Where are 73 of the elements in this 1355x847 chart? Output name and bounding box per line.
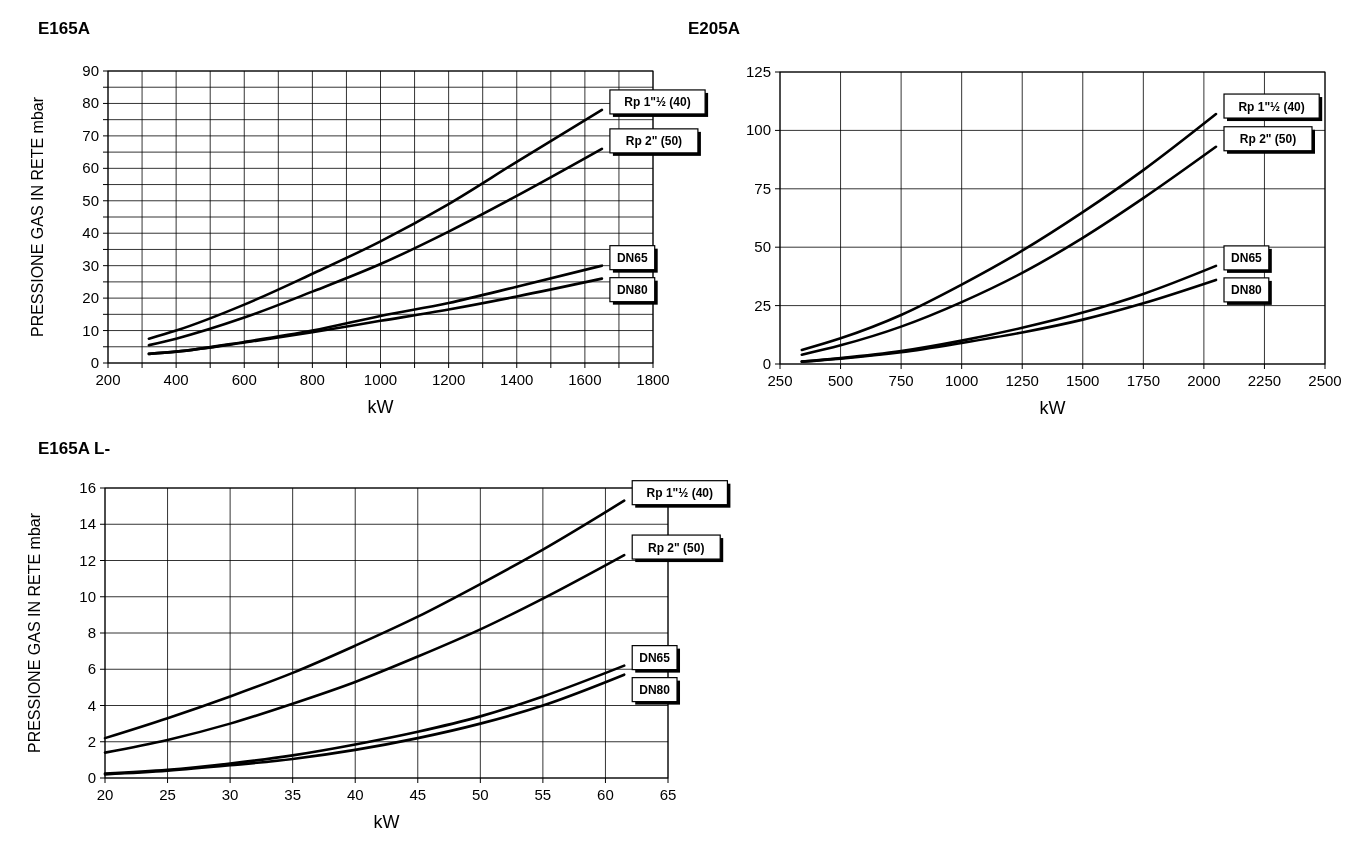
x-tick-label: 25 — [159, 786, 176, 803]
x-axis-title: kW — [367, 397, 394, 417]
y-axis-title: PRESSIONE GAS IN RETE mbar — [26, 512, 43, 754]
x-tick-label: 1750 — [1126, 372, 1161, 389]
x-tick-label: 200 — [95, 371, 121, 388]
series-label: Rp 1"½ (40) — [1238, 99, 1305, 114]
y-tick-label: 0 — [90, 354, 99, 371]
x-tick-label: 400 — [163, 371, 189, 388]
y-tick-label: 50 — [754, 238, 771, 256]
series-label: Rp 1"½ (40) — [624, 95, 691, 110]
y-tick-label: 6 — [87, 660, 96, 678]
series-label: DN65 — [616, 251, 648, 266]
y-tick-label: 10 — [79, 587, 96, 605]
x-tick-label: 1000 — [363, 371, 398, 388]
y-tick-label: 12 — [79, 551, 96, 569]
x-tick-label: 65 — [659, 786, 677, 803]
x-tick-label: 35 — [284, 786, 302, 803]
legend-label: DN80 — [1231, 283, 1263, 298]
x-tick-label: 45 — [409, 786, 427, 803]
x-tick-label: 1600 — [568, 371, 602, 388]
x-axis-title: kW — [1039, 398, 1066, 418]
y-tick-label: 2 — [87, 732, 96, 750]
x-tick-label: 2250 — [1247, 372, 1282, 389]
x-tick-label: 1400 — [500, 371, 534, 388]
x-tick-label: 60 — [597, 786, 614, 803]
x-tick-label: 30 — [221, 786, 239, 803]
series-label: DN65 — [639, 651, 671, 666]
y-tick-label: 25 — [754, 296, 771, 314]
chart-title: E165A L- — [38, 439, 111, 458]
y-tick-label: 125 — [745, 63, 771, 80]
series-label: Rp 2" (50) — [1239, 132, 1297, 147]
chart-title: E205A — [688, 19, 740, 38]
y-tick-label: 100 — [745, 121, 771, 139]
y-axis-title: PRESSIONE GAS IN RETE mbar — [29, 96, 46, 338]
series-label: Rp 2" (50) — [648, 540, 705, 555]
x-tick-label: 800 — [299, 371, 325, 388]
series-label: Rp 1"½ (40) — [646, 486, 713, 501]
y-tick-label: 90 — [82, 62, 99, 79]
y-tick-label: 70 — [82, 126, 99, 144]
x-tick-label: 250 — [767, 372, 793, 389]
y-tick-label: 4 — [87, 696, 96, 714]
x-tick-label: 500 — [828, 372, 854, 389]
x-tick-label: 50 — [471, 786, 489, 803]
y-tick-label: 14 — [79, 515, 96, 533]
x-tick-label: 1200 — [431, 371, 466, 388]
y-tick-label: 16 — [79, 479, 96, 496]
y-tick-label: 75 — [754, 179, 771, 197]
x-tick-label: 1800 — [636, 371, 670, 388]
x-tick-label: 1000 — [944, 372, 979, 389]
series-label: DN65 — [1231, 251, 1263, 266]
y-tick-label: 10 — [82, 321, 99, 339]
y-tick-label: 40 — [82, 224, 99, 242]
y-tick-label: 0 — [762, 355, 771, 372]
chart-title: E165A — [38, 19, 90, 38]
legend-label: DN80 — [639, 683, 671, 698]
y-tick-label: 0 — [87, 769, 96, 786]
y-tick-label: 30 — [82, 256, 99, 274]
x-tick-label: 1250 — [1005, 372, 1039, 389]
series-label: Rp 2" (50) — [625, 134, 683, 149]
x-tick-label: 1500 — [1066, 372, 1100, 389]
x-tick-label: 2500 — [1308, 372, 1342, 389]
y-tick-label: 8 — [87, 624, 96, 641]
x-tick-label: 40 — [346, 786, 364, 803]
y-tick-label: 80 — [82, 94, 99, 112]
x-axis-title: kW — [373, 812, 400, 832]
legend-label: DN80 — [616, 283, 648, 298]
x-tick-label: 2000 — [1187, 372, 1221, 389]
x-tick-label: 600 — [231, 371, 257, 388]
y-tick-label: 50 — [82, 191, 99, 209]
y-tick-label: 20 — [82, 289, 99, 307]
y-tick-label: 60 — [82, 159, 99, 177]
x-tick-label: 750 — [888, 372, 914, 389]
x-tick-label: 55 — [534, 786, 552, 803]
